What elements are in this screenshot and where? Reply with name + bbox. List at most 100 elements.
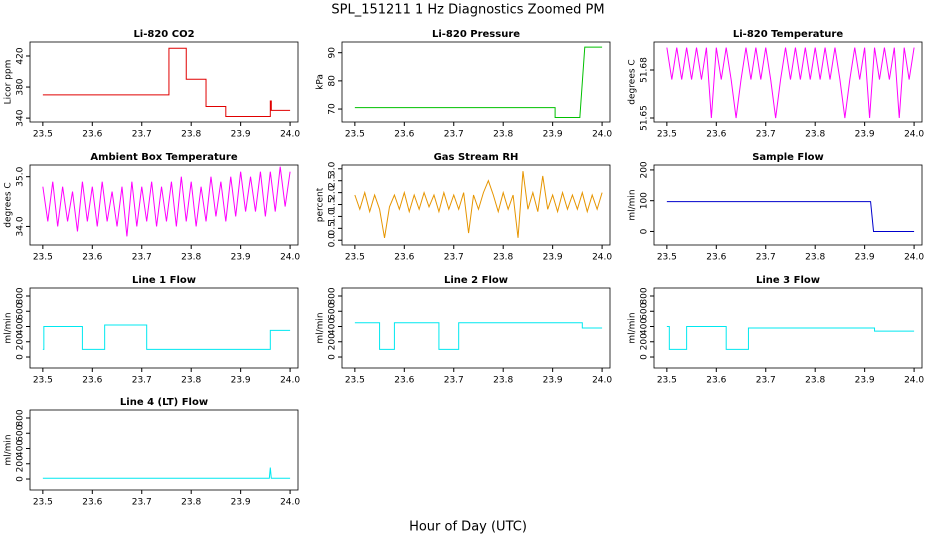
panel-title: Line 2 Flow [444,275,508,286]
plot-frame [29,41,299,123]
plot-frame [653,164,923,246]
y-tick-label: 51.68 [640,57,650,83]
x-tick-label: 23.7 [444,376,464,386]
x-tick-label: 24.0 [280,253,300,263]
x-tick-label: 23.6 [82,376,102,386]
y-tick-label: 600 [328,302,338,319]
y-tick-label: 51.65 [640,105,650,131]
y-tick-label: 200 [16,333,26,350]
x-tick-label: 23.6 [82,498,102,508]
plot-frame [29,164,299,246]
x-tick-label: 23.8 [493,130,513,140]
y-axis-label: Licor ppm [4,60,14,105]
x-tick-label: 24.0 [904,376,924,386]
data-line [42,166,291,237]
x-tick-label: 23.6 [706,253,726,263]
plot-frame [341,287,611,369]
x-tick-label: 23.5 [33,376,53,386]
y-tick-label: 380 [16,78,26,95]
y-tick-label: 90 [328,47,338,59]
x-tick-label: 24.0 [592,376,612,386]
data-line [666,201,915,232]
x-tick-label: 23.8 [181,130,201,140]
x-tick-label: 24.0 [592,130,612,140]
y-tick-label: 0.5 [328,221,338,235]
y-tick-label: 420 [16,47,26,64]
data-line [354,46,603,118]
x-tick-label: 23.9 [231,130,251,140]
y-tick-label: 800 [328,287,338,304]
x-tick-label: 23.6 [706,130,726,140]
data-line [354,322,603,350]
y-axis-label: degrees C [628,59,638,104]
y-axis-label: ml/min [4,312,14,343]
y-tick-label: 600 [16,424,26,441]
data-line [42,324,291,350]
x-tick-label: 23.6 [82,130,102,140]
x-tick-label: 23.8 [493,253,513,263]
x-tick-label: 23.8 [181,253,201,263]
x-tick-label: 23.6 [394,253,414,263]
plot-frame [29,409,299,491]
y-tick-label: 0 [16,354,26,360]
x-tick-label: 23.5 [33,253,53,263]
x-tick-label: 24.0 [280,498,300,508]
panel-title: Li-820 Temperature [733,29,843,40]
data-line [666,326,915,350]
data-line [354,171,603,238]
y-tick-label: 200 [328,333,338,350]
x-tick-label: 23.7 [756,253,776,263]
x-tick-label: 23.9 [543,376,563,386]
y-tick-label: 200 [16,455,26,472]
y-tick-label: 3.0 [328,161,338,176]
x-tick-label: 23.9 [855,253,875,263]
x-tick-label: 24.0 [280,376,300,386]
plot-frame [653,287,923,369]
plot-frame [29,287,299,369]
x-tick-label: 23.7 [132,376,152,386]
panel-title: Li-820 Pressure [432,29,520,40]
x-tick-label: 23.8 [805,376,825,386]
y-tick-label: 800 [16,287,26,304]
y-tick-label: 2.5 [328,174,338,188]
plot-frame [341,41,611,123]
y-tick-label: 0 [640,354,650,360]
figure-title: SPL_151211 1 Hz Diagnostics Zoomed PM [331,3,604,18]
y-tick-label: 0 [16,476,26,482]
y-tick-label: 80 [328,75,338,87]
y-axis-label: ml/min [4,434,14,465]
data-line [666,47,915,119]
plot-frame [341,164,611,246]
x-tick-label: 23.8 [181,498,201,508]
panel-title: Li-820 CO2 [133,29,194,40]
y-tick-label: 400 [16,440,26,457]
y-axis-label: kPa [316,74,326,90]
x-tick-label: 23.7 [444,253,464,263]
x-tick-label: 23.7 [444,130,464,140]
x-tick-label: 23.6 [82,253,102,263]
x-tick-label: 23.8 [181,376,201,386]
y-axis-label: ml/min [316,312,326,343]
data-line [42,467,291,479]
x-tick-label: 23.5 [657,376,677,386]
x-tick-label: 23.9 [543,130,563,140]
y-tick-label: 0 [328,354,338,360]
x-tick-label: 23.7 [132,130,152,140]
x-tick-label: 23.5 [345,130,365,140]
x-tick-label: 23.5 [657,130,677,140]
x-tick-label: 24.0 [280,130,300,140]
panel-title: Sample Flow [752,152,824,163]
y-tick-label: 400 [328,318,338,335]
x-tick-label: 23.5 [345,376,365,386]
panel-title: Line 1 Flow [132,275,196,286]
y-tick-label: 1.5 [328,197,338,211]
x-tick-label: 23.7 [132,253,152,263]
x-tick-label: 23.8 [805,130,825,140]
x-tick-label: 23.7 [132,498,152,508]
y-tick-label: 1.0 [328,209,338,224]
y-tick-label: 35.0 [16,166,26,186]
x-tick-label: 23.9 [855,376,875,386]
x-tick-label: 23.9 [855,130,875,140]
panel-title: Gas Stream RH [434,152,519,163]
x-tick-label: 24.0 [904,130,924,140]
